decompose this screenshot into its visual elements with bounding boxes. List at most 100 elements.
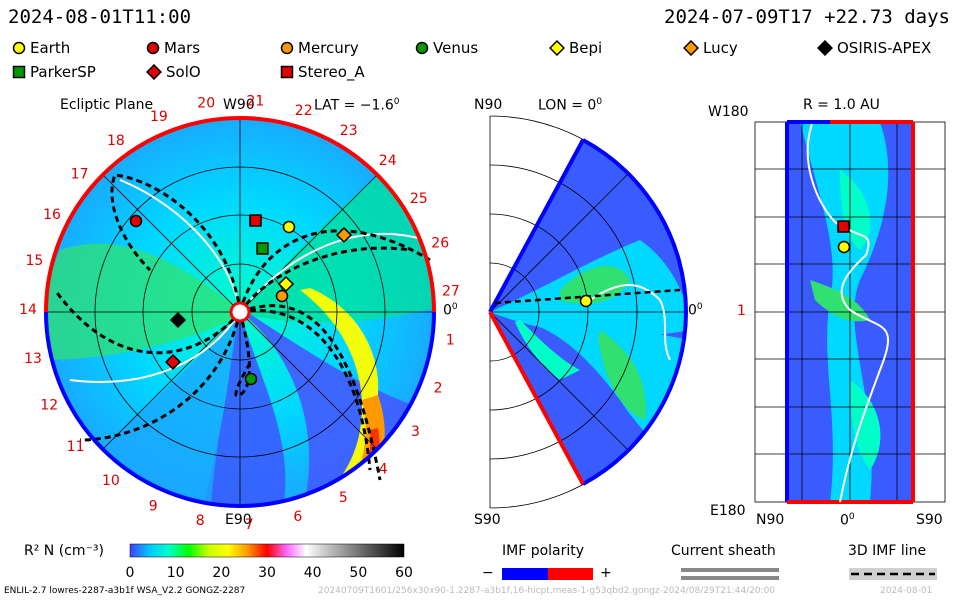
colorbar-tick: 10 xyxy=(167,565,185,581)
mars-marker xyxy=(129,214,143,228)
imf-line-swatch xyxy=(849,568,937,580)
mercury-marker-icon xyxy=(280,41,294,55)
carrington-label: 15 xyxy=(25,253,43,269)
current-sheath-title: Current sheath xyxy=(671,543,776,559)
mercury-marker xyxy=(275,289,289,303)
legend-label: SolO xyxy=(166,63,201,81)
ecliptic-e90-label: E90 xyxy=(225,512,252,528)
ecliptic-imf-lines xyxy=(53,173,431,481)
carrington-label: 6 xyxy=(293,509,302,525)
imf-polarity-title: IMF polarity xyxy=(502,543,585,559)
radial-one-label: 1 xyxy=(737,303,746,319)
legend-bepi: Bepi xyxy=(549,39,602,57)
sun-marker-icon xyxy=(229,301,251,323)
legend-label: Mars xyxy=(164,39,201,57)
carrington-label: 18 xyxy=(107,133,125,149)
lucy-marker xyxy=(335,226,353,244)
earth-marker-icon xyxy=(12,41,26,55)
venus-marker-icon xyxy=(415,41,429,55)
imf-polarity-plus: + xyxy=(600,565,612,581)
solo-marker-icon xyxy=(146,64,162,80)
lucy-marker-icon xyxy=(683,40,699,56)
ecliptic-boundary-negative xyxy=(44,311,241,508)
radial-e180-label: E180 xyxy=(710,503,746,519)
carrington-label: 17 xyxy=(71,166,89,182)
imf-line-title: 3D IMF line xyxy=(848,543,927,559)
radial-current-sheet xyxy=(806,123,890,503)
carrington-label: 4 xyxy=(379,461,388,477)
carrington-label: 11 xyxy=(67,439,85,455)
legend-mercury: Mercury xyxy=(280,39,359,57)
meridional-edge-south xyxy=(488,311,585,485)
carrington-label: 26 xyxy=(431,235,449,251)
colorbar-label: R² N (cm⁻³) xyxy=(24,543,104,559)
legend-stereo-a: Stereo_A xyxy=(280,63,365,81)
legend-osiris-apex: OSIRIS-APEX xyxy=(817,39,931,57)
parkersp-marker xyxy=(256,242,269,255)
earth-marker xyxy=(282,220,296,234)
colorbar-tick: 30 xyxy=(258,565,276,581)
carrington-label: 20 xyxy=(197,96,215,112)
density-colorbar xyxy=(129,543,405,558)
meridional-boundary-negative xyxy=(582,138,688,313)
ecliptic-boundary-positive xyxy=(44,116,241,313)
carrington-label: 27 xyxy=(442,284,460,300)
earth-marker-meridional xyxy=(579,294,593,308)
carrington-label: 16 xyxy=(43,207,61,223)
colorbar-tick: 20 xyxy=(212,565,230,581)
radial-grid xyxy=(754,121,946,503)
colorbar-tick: 0 xyxy=(126,565,135,581)
legend-label: Venus xyxy=(433,39,479,57)
radial-center-label: 00 xyxy=(840,512,855,529)
footer-date: 2024-08-01 xyxy=(880,586,933,596)
meridional-boundary-negative xyxy=(582,311,688,486)
legend-label: Bepi xyxy=(569,39,603,57)
stereo-a-marker-icon xyxy=(280,65,294,79)
carrington-label: 14 xyxy=(19,302,37,318)
radial-n90-label: N90 xyxy=(756,512,785,528)
radial-title: R = 1.0 AU xyxy=(803,97,880,113)
carrington-label: 9 xyxy=(149,498,158,514)
venus-marker xyxy=(244,372,258,386)
meridional-current-sheet xyxy=(589,284,671,361)
ecliptic-boundary-negative xyxy=(239,311,436,508)
meridional-edge-north xyxy=(488,139,585,313)
carrington-label: 22 xyxy=(295,103,313,119)
carrington-label: 21 xyxy=(246,94,264,110)
colorbar-tick: 50 xyxy=(349,565,367,581)
carrington-label: 2 xyxy=(434,380,443,396)
run-info: 2024-07-09T17 +22.73 days xyxy=(664,6,950,28)
legend-lucy: Lucy xyxy=(683,39,738,57)
footer-run-id: 20240709T1601/256x30x90-1.2287-a3b1f,16-… xyxy=(318,586,776,596)
carrington-label: 5 xyxy=(339,490,348,506)
ecliptic-w90-label: W90 xyxy=(223,97,255,113)
solo-marker xyxy=(164,353,182,371)
meridional-s90-label: S90 xyxy=(474,512,501,528)
legend-venus: Venus xyxy=(415,39,478,57)
meridional-n90-label: N90 xyxy=(474,97,503,113)
imf-polarity-minus: − xyxy=(482,565,494,581)
parkersp-marker-icon xyxy=(12,65,26,79)
imf-polarity-negative-swatch xyxy=(502,568,548,580)
osiris-apex-marker-icon xyxy=(817,40,833,56)
stereo-a-marker-radial xyxy=(837,220,850,233)
legend-label: Mercury xyxy=(298,39,359,57)
carrington-label: 8 xyxy=(196,513,205,529)
ecliptic-title: Ecliptic Plane xyxy=(60,97,154,113)
legend-label: ParkerSP xyxy=(30,63,96,81)
meridional-zero-label: 00 xyxy=(688,302,703,319)
meridional-grid xyxy=(489,115,687,509)
carrington-label: 3 xyxy=(411,424,420,440)
radial-s90-label: S90 xyxy=(916,512,943,528)
bepi-marker-icon xyxy=(549,40,565,56)
ecliptic-zero-label: 00 xyxy=(443,302,458,319)
mars-marker-icon xyxy=(146,41,160,55)
colorbar-tick: 60 xyxy=(395,565,413,581)
current-sheath-swatch xyxy=(681,568,779,580)
meridional-density-field xyxy=(490,140,686,484)
carrington-label: 23 xyxy=(340,123,358,139)
imf-polarity-positive-swatch xyxy=(548,568,593,580)
meridional-lon-label: LON = 00 xyxy=(538,97,603,114)
colorbar-tick: 40 xyxy=(304,565,322,581)
